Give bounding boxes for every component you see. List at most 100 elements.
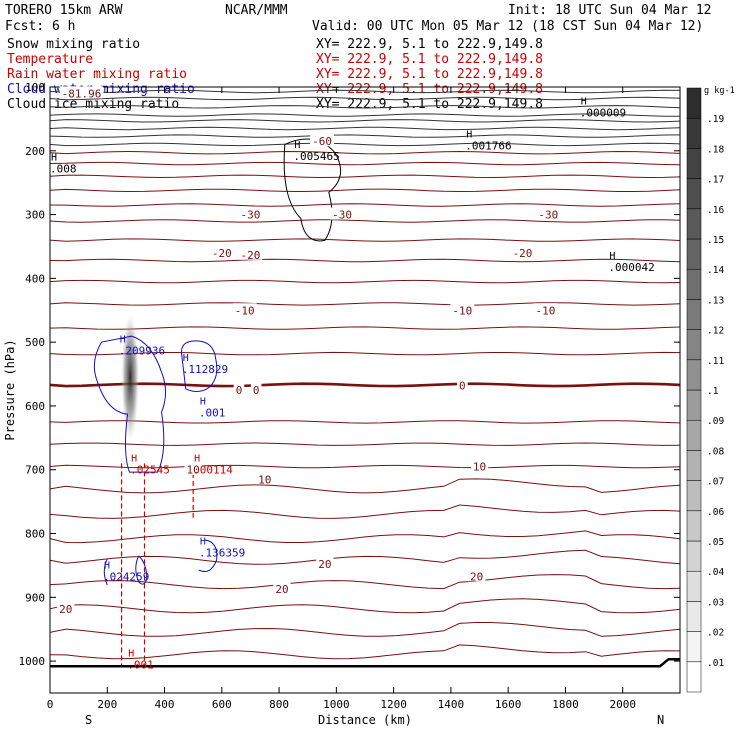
y-tick-label: 200 [25, 145, 45, 158]
isotherm-line [49, 96, 681, 101]
max-marker-value: .000042 [608, 261, 654, 274]
x-tick-label: 600 [212, 698, 232, 711]
y-tick-label: 700 [25, 464, 45, 477]
isotherm-line [49, 598, 681, 614]
surface-line [50, 657, 680, 668]
colorbar: .01 .02 .03 .04 .05 .06 .07 .08 .09 .1 .11 .12 .13 .1… [686, 86, 735, 693]
temperature-label-bg [238, 247, 263, 260]
temperature-label-bg [233, 383, 245, 395]
colorbar-cell [686, 631, 702, 663]
temperature-label: 20 [275, 583, 288, 596]
cloud-water-contour [181, 340, 218, 392]
colorbar-cell [686, 419, 702, 451]
header: TORERO 15km ARW NCAR/MMM Init: 18 UTC Su… [5, 3, 712, 34]
colorbar-cell [686, 389, 702, 421]
isotherm-line [49, 150, 681, 155]
temperature-label: -10 [535, 304, 555, 317]
colorbar-cell [686, 480, 702, 512]
model-title: TORERO 15km ARW [5, 3, 123, 18]
y-tick-label: 100 [25, 81, 45, 94]
colorbar-tick-label: .04 [707, 567, 724, 578]
temperature-label: -60 [312, 135, 332, 148]
colorbar-cell [686, 178, 702, 210]
max-marker-value: .112829 [182, 363, 228, 376]
temperature-label: -10 [235, 304, 255, 317]
colorbar-tick-label: .18 [707, 144, 724, 155]
colorbar-cell [686, 359, 702, 391]
temperature-label: 20 [470, 570, 483, 583]
max-marker-value: .005465 [293, 150, 339, 163]
temperature-label-bg [57, 601, 75, 614]
colorbar-cell [686, 601, 702, 632]
max-marker-value: .209936 [119, 344, 165, 357]
temperature-label: -30 [332, 209, 352, 222]
y-tick-label: 600 [25, 400, 45, 413]
legend-entry-xy: XY= 222.9, 5.1 to 222.9,149.8 [316, 97, 543, 112]
isotherm-line [49, 420, 681, 424]
snow-column [121, 313, 140, 442]
isotherm-line [49, 105, 681, 109]
colorbar-cell [686, 238, 702, 270]
temperature-label-bg [238, 207, 263, 220]
colorbar-cell [686, 87, 702, 119]
isotherm-line [49, 574, 681, 590]
isotherm-line [49, 464, 681, 469]
colorbar-tick-label: .1 [707, 386, 719, 397]
temperature-label-bg [510, 245, 535, 258]
max-marker-h: H [294, 140, 300, 151]
temperature-label: -30 [538, 209, 558, 222]
colorbar-tick-label: .09 [707, 416, 724, 427]
temperature-label: -20 [212, 247, 232, 260]
isotherm-line [49, 188, 681, 193]
colorbar-tick-label: .12 [707, 326, 724, 337]
x-tick-label: 1600 [495, 698, 522, 711]
forecast-hour: Fcst: 6 h [5, 19, 75, 34]
init-time: Init: 18 UTC Sun 04 Mar 12 [508, 3, 712, 18]
colorbar-cell [686, 540, 702, 572]
x-tick-label: 1200 [380, 698, 407, 711]
colorbar-tick-label: .08 [707, 446, 724, 457]
max-marker-h: H [120, 334, 126, 345]
isotherm-line [49, 530, 681, 544]
isotherm-line [49, 126, 681, 131]
colorbar-cell [686, 510, 702, 542]
x-tick-label: 200 [97, 698, 117, 711]
colorbar-tick-label: .13 [707, 295, 724, 306]
max-marker-h: H [51, 153, 57, 164]
isotherm-line [49, 161, 681, 166]
x-tick-label: 800 [269, 698, 289, 711]
temperature-label: 0 [253, 384, 260, 397]
temperature-label-bg [316, 557, 334, 570]
temperature-label: 10 [258, 473, 271, 486]
cloud-water-contour [198, 539, 218, 573]
isotherm-line [49, 219, 681, 223]
temperature-label: -10 [452, 304, 472, 317]
colorbar-cell [686, 148, 702, 179]
max-marker-h: H [194, 454, 200, 465]
temperature-label: -81.96 [62, 87, 102, 100]
temperature-label: 20 [318, 558, 331, 571]
temperature-label: 0 [236, 384, 243, 397]
legend-entry-xy: XY= 222.9, 5.1 to 222.9,149.8 [316, 37, 543, 52]
max-marker-h: H [466, 130, 472, 141]
max-marker-h: H [183, 353, 189, 364]
colorbar-tick-label: .01 [707, 658, 724, 669]
isotherm-line [49, 302, 681, 306]
max-marker-value: .136359 [199, 547, 245, 560]
isotherm-line [49, 351, 681, 356]
valid-time: Valid: 00 UTC Mon 05 Mar 12 (18 CST Sun … [312, 19, 703, 34]
legend-entry-name: Temperature [7, 52, 93, 67]
temperature-label-bg [273, 582, 291, 595]
colorbar-cell [686, 329, 702, 361]
y-tick-label: 500 [25, 336, 45, 349]
temperature-label: 10 [473, 461, 486, 474]
isotherm-line [49, 134, 681, 138]
isotherm-line [49, 478, 681, 494]
max-marker-value: .001766 [465, 140, 511, 153]
x-end-label-north: N [657, 713, 664, 727]
max-marker-h: H [200, 396, 206, 407]
cloud-ice-contour [283, 138, 342, 242]
cloud-water-contour [93, 335, 167, 473]
